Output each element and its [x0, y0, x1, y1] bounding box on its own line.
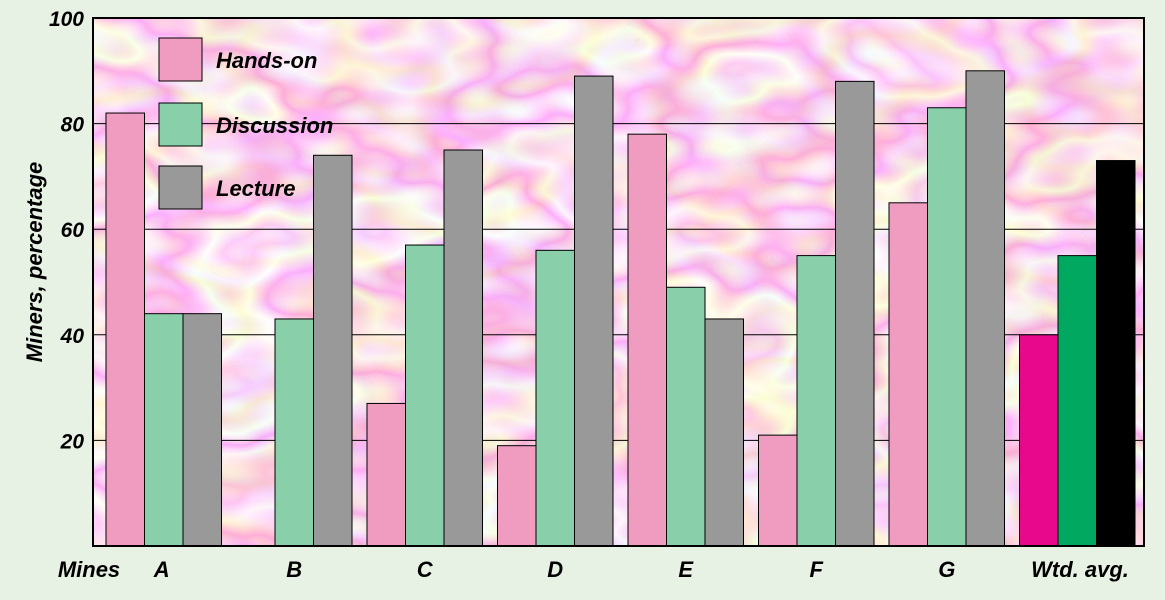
bar-wtdavg-lecture [1096, 160, 1136, 547]
plot-border [92, 17, 1145, 547]
bar-e-lecture [704, 318, 744, 547]
bar-a-discussion [144, 313, 184, 547]
x-tick-label-wtdavg: Wtd. avg. [1031, 557, 1129, 582]
bar-g-lecture [965, 70, 1005, 547]
bar-d-handson [497, 445, 537, 547]
bar-f-handson [758, 434, 798, 547]
x-axis-prefix-label: Mines [58, 557, 120, 582]
bar-d-lecture [574, 75, 614, 547]
legend-label-discussion: Discussion [216, 113, 333, 138]
bar-c-handson [366, 402, 406, 547]
bar-e-handson [627, 133, 667, 547]
legend-label-lecture: Lecture [216, 176, 295, 201]
bar-f-discussion [796, 255, 836, 547]
bar-b-lecture [313, 154, 353, 547]
y-tick-label-60: 60 [61, 219, 85, 242]
bar-d-discussion [535, 249, 575, 547]
y-tick-label-80: 80 [61, 114, 85, 137]
bar-wtdavg-discussion [1057, 255, 1097, 547]
y-tick-label-20: 20 [60, 430, 85, 453]
bars [105, 70, 1136, 547]
bar-wtdavg-handson [1019, 334, 1059, 547]
y-axis-label: Miners, percentage [22, 162, 47, 363]
bar-e-discussion [666, 286, 706, 547]
y-tick-label-100: 100 [49, 8, 84, 31]
bar-a-lecture [182, 313, 222, 547]
x-tick-label-g: G [938, 557, 955, 582]
plot-frame [92, 17, 1145, 547]
x-tick-label-f: F [810, 557, 824, 582]
legend-swatch-lecture [158, 165, 203, 210]
bar-g-discussion [927, 107, 967, 547]
y-tick-label-40: 40 [60, 325, 85, 348]
legend-swatch-discussion [158, 102, 203, 147]
bar-a-handson [105, 112, 145, 547]
x-tick-label-e: E [678, 557, 694, 582]
legend-swatch-handson [158, 37, 203, 82]
bar-c-lecture [443, 149, 483, 547]
bar-c-discussion [405, 244, 445, 547]
bar-g-handson [888, 202, 928, 547]
legend: Hands-on Discussion Lecture [158, 37, 333, 210]
bar-f-lecture [835, 80, 875, 547]
x-tick-label-c: C [417, 557, 434, 582]
legend-label-handson: Hands-on [216, 48, 317, 73]
x-tick-labels: Mines A B C D E F G Wtd. avg. [58, 557, 1129, 582]
bar-b-discussion [274, 318, 314, 547]
x-tick-label-b: B [286, 557, 302, 582]
x-tick-label-d: D [547, 557, 563, 582]
x-tick-label-a: A [153, 557, 170, 582]
y-tick-labels: 20 40 60 80 100 [49, 8, 84, 453]
